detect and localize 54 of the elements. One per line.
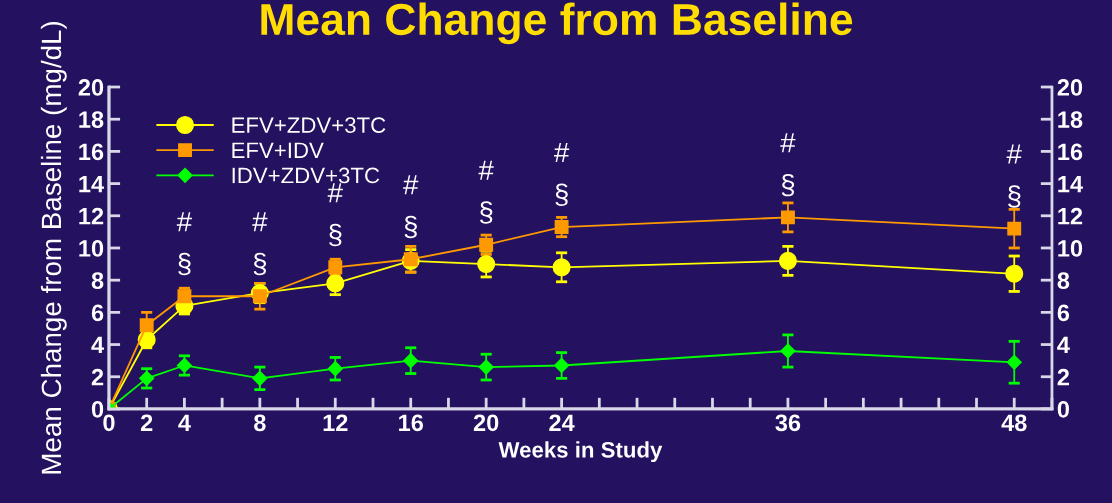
annotation: # bbox=[554, 143, 570, 163]
y-tick-label: 0 bbox=[91, 401, 104, 418]
y-tick-label: 2 bbox=[91, 368, 104, 386]
annotation: # bbox=[403, 175, 419, 195]
y-axis-title: Mean Change from Baseline (mg/dL) bbox=[40, 21, 67, 474]
annotation: § bbox=[329, 223, 342, 247]
y-tick-label: 8 bbox=[91, 272, 104, 289]
x-tick-label: 2 bbox=[140, 414, 153, 431]
annotation: § bbox=[404, 215, 417, 239]
y-tick-label: 4 bbox=[91, 336, 104, 354]
x-tick-label: 36 bbox=[775, 414, 801, 432]
annotation: § bbox=[1008, 185, 1021, 208]
x-tick-label: 16 bbox=[399, 414, 424, 432]
y-tick-label: 10 bbox=[79, 240, 104, 257]
y-tick-label: 18 bbox=[79, 111, 104, 128]
annotation: § bbox=[178, 252, 191, 276]
x-tick-label: 0 bbox=[103, 414, 115, 432]
annotation: # bbox=[327, 183, 343, 203]
y-tick-label: 12 bbox=[79, 207, 104, 225]
y-tick-label: 20 bbox=[78, 79, 104, 96]
y2-tick-label: 14 bbox=[1058, 175, 1083, 193]
x-tick-label: 24 bbox=[549, 414, 575, 431]
annotation: # bbox=[176, 212, 192, 232]
annotation: # bbox=[478, 160, 494, 180]
annotation: § bbox=[781, 173, 795, 197]
y2-tick-label: 12 bbox=[1058, 207, 1083, 225]
x-tick-label: 4 bbox=[178, 414, 191, 431]
y2-tick-label: 10 bbox=[1058, 240, 1083, 257]
y-tick-label: 16 bbox=[79, 143, 104, 161]
legend-label: EFV+ZDV+3TC bbox=[232, 117, 386, 133]
y2-tick-label: 4 bbox=[1057, 336, 1070, 354]
y2-tick-label: 8 bbox=[1057, 272, 1070, 289]
y2-tick-label: 16 bbox=[1058, 143, 1083, 161]
y2-tick-label: 0 bbox=[1057, 401, 1069, 418]
annotation: # bbox=[1006, 144, 1022, 164]
y2-tick-label: 6 bbox=[1057, 304, 1070, 322]
y2-tick-label: 18 bbox=[1058, 111, 1083, 128]
legend-label: IDV+ZDV+3TC bbox=[232, 167, 380, 184]
chart-title: Mean Change from Baseline bbox=[261, 2, 853, 45]
x-axis-title: Weeks in Study bbox=[498, 441, 663, 463]
legend-label: EFV+IDV bbox=[232, 142, 324, 158]
x-tick-label: 48 bbox=[1001, 414, 1027, 432]
y2-tick-label: 2 bbox=[1057, 368, 1069, 386]
y-tick-label: 14 bbox=[79, 175, 104, 193]
annotation: § bbox=[480, 201, 493, 224]
x-tick-label: 8 bbox=[254, 414, 266, 432]
x-tick-label: 20 bbox=[473, 414, 499, 432]
y-tick-label: 6 bbox=[91, 304, 104, 322]
annotation: § bbox=[253, 252, 267, 276]
x-tick-label: 12 bbox=[323, 414, 348, 431]
y2-tick-label: 20 bbox=[1057, 79, 1083, 96]
annotation: # bbox=[780, 133, 796, 153]
annotation: # bbox=[252, 212, 268, 232]
annotation: § bbox=[555, 183, 568, 207]
